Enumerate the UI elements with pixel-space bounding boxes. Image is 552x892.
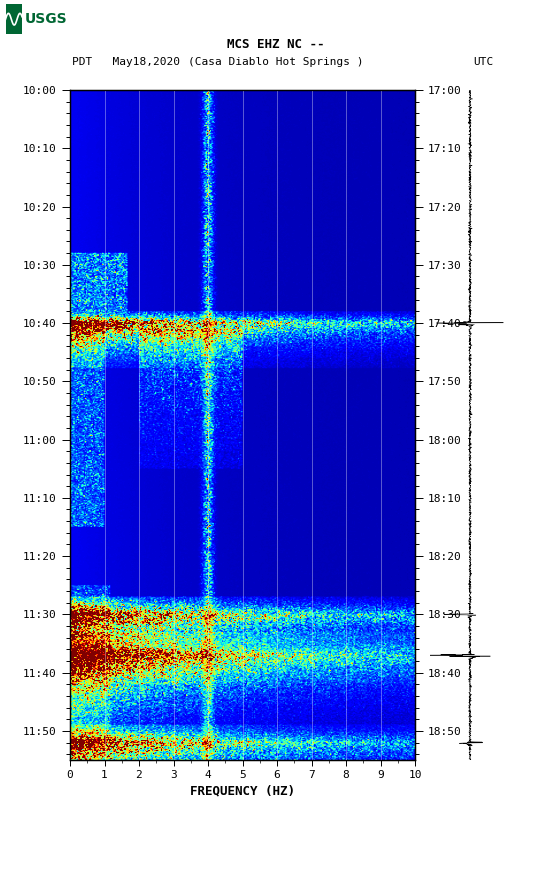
Text: UTC: UTC (473, 57, 493, 67)
Bar (6, 4, 22, 34)
Text: USGS: USGS (24, 12, 67, 26)
Text: PDT   May18,2020: PDT May18,2020 (72, 57, 180, 67)
Text: (Casa Diablo Hot Springs ): (Casa Diablo Hot Springs ) (188, 57, 364, 67)
Text: MCS EHZ NC --: MCS EHZ NC -- (227, 38, 325, 52)
X-axis label: FREQUENCY (HZ): FREQUENCY (HZ) (190, 785, 295, 797)
